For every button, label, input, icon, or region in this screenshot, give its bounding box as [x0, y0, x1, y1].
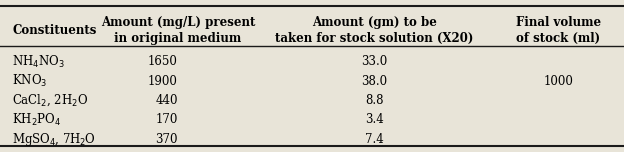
Text: Final volume: Final volume — [516, 16, 601, 29]
Text: KNO$_3$: KNO$_3$ — [12, 73, 48, 89]
Text: Constituents: Constituents — [12, 24, 97, 37]
Text: 8.8: 8.8 — [365, 94, 384, 107]
Text: 170: 170 — [155, 113, 178, 126]
Text: Amount (gm) to be: Amount (gm) to be — [312, 16, 437, 29]
Text: 440: 440 — [155, 94, 178, 107]
Text: NH$_4$NO$_3$: NH$_4$NO$_3$ — [12, 54, 66, 70]
Text: KH$_2$PO$_4$: KH$_2$PO$_4$ — [12, 112, 62, 128]
Text: 1650: 1650 — [148, 55, 178, 68]
Text: MgSO$_4$, 7H$_2$O: MgSO$_4$, 7H$_2$O — [12, 131, 97, 148]
Text: of stock (ml): of stock (ml) — [517, 32, 600, 45]
Text: 3.4: 3.4 — [365, 113, 384, 126]
Text: 38.0: 38.0 — [361, 74, 388, 88]
Text: 1000: 1000 — [544, 74, 573, 88]
Text: Amount (mg/L) present: Amount (mg/L) present — [100, 16, 255, 29]
Text: CaCl$_2$, 2H$_2$O: CaCl$_2$, 2H$_2$O — [12, 93, 89, 108]
Text: 1900: 1900 — [148, 74, 178, 88]
Text: 7.4: 7.4 — [365, 133, 384, 146]
Text: 33.0: 33.0 — [361, 55, 388, 68]
Text: in original medium: in original medium — [114, 32, 241, 45]
Text: 370: 370 — [155, 133, 178, 146]
Text: taken for stock solution (X20): taken for stock solution (X20) — [275, 32, 474, 45]
